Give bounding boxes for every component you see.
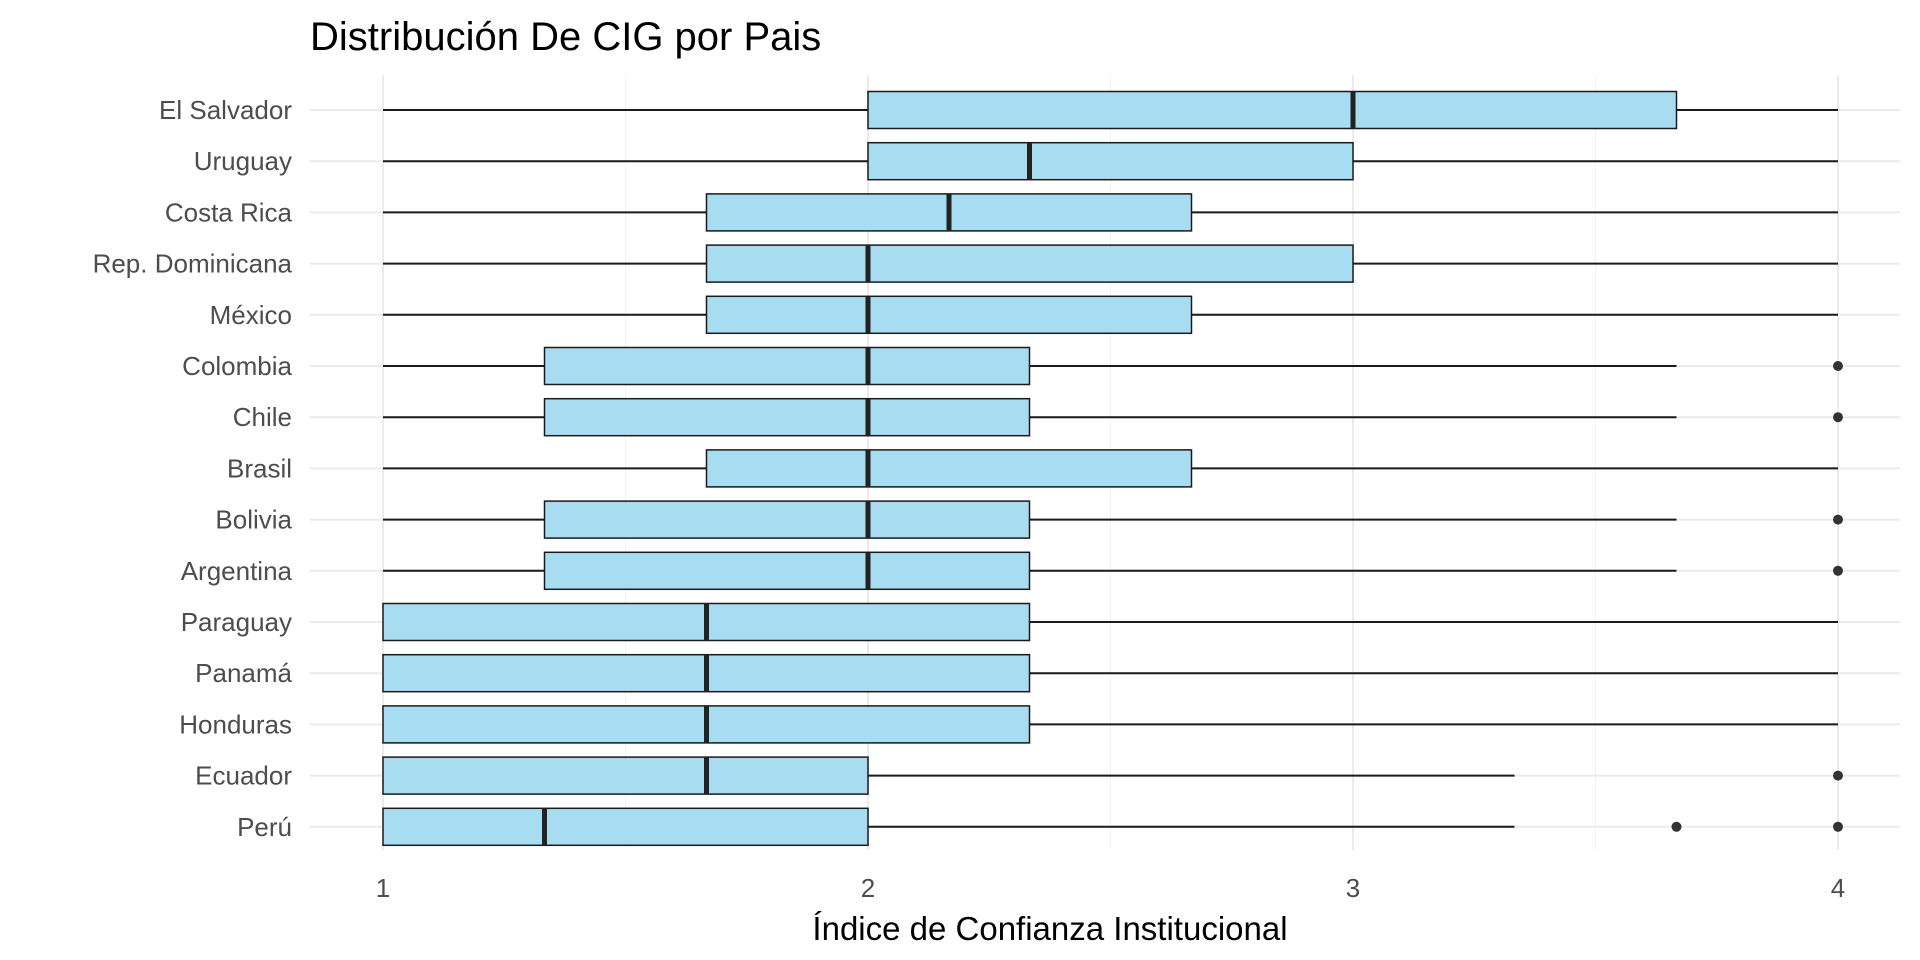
x-tick-label: 2	[861, 873, 875, 903]
y-tick-label: Chile	[233, 402, 292, 432]
x-tick-label: 3	[1346, 873, 1360, 903]
y-tick-label: Paraguay	[181, 607, 292, 637]
x-axis-labels: 1 2 3 4	[376, 873, 1845, 903]
y-tick-label: Rep. Dominicana	[93, 249, 293, 279]
box-chile	[383, 397, 1843, 437]
boxes	[382, 90, 1843, 847]
iqr-box	[867, 141, 1354, 181]
box-honduras	[382, 705, 1838, 744]
iqr-box	[543, 500, 1031, 539]
y-tick-label: Ecuador	[195, 761, 292, 791]
iqr-box	[705, 295, 1193, 335]
outlier-point	[1833, 514, 1843, 525]
outlier-point	[1833, 565, 1843, 576]
y-tick-label: Colombia	[182, 351, 292, 381]
y-tick-label: Brasil	[227, 453, 292, 483]
box-ecuador	[382, 756, 1843, 795]
box-brasil	[383, 449, 1838, 488]
outlier-point	[1833, 412, 1843, 423]
y-tick-label: El Salvador	[159, 95, 292, 125]
y-tick-label: México	[210, 300, 292, 330]
iqr-box	[543, 551, 1031, 591]
box-per-	[382, 807, 1843, 847]
box-costa-rica	[383, 193, 1838, 232]
x-tick-label: 4	[1831, 873, 1845, 903]
x-tick-label: 1	[376, 873, 390, 903]
iqr-box	[543, 397, 1031, 437]
y-tick-label: Bolivia	[215, 505, 292, 535]
y-tick-label: Uruguay	[194, 146, 292, 176]
iqr-box	[382, 756, 869, 795]
box-argentina	[383, 551, 1843, 591]
box-colombia	[383, 346, 1843, 386]
outlier-point	[1833, 361, 1843, 371]
box-rep-dominicana	[383, 244, 1838, 283]
box-panam-	[382, 653, 1838, 693]
y-tick-label: Costa Rica	[165, 197, 293, 227]
y-tick-label: Argentina	[181, 556, 293, 586]
outlier-point	[1671, 821, 1682, 832]
iqr-box	[705, 244, 1354, 283]
box-uruguay	[383, 141, 1838, 181]
y-tick-label: Panamá	[195, 658, 292, 688]
box-m-xico	[383, 295, 1838, 335]
box-el-salvador	[383, 90, 1838, 130]
box-paraguay	[382, 602, 1838, 642]
iqr-box	[382, 807, 869, 847]
chart-title: Distribución De CIG por Pais	[310, 15, 821, 59]
outlier-point	[1833, 821, 1843, 832]
y-tick-label: Perú	[237, 812, 292, 842]
y-tick-label: Honduras	[179, 709, 292, 739]
box-bolivia	[383, 500, 1843, 539]
outlier-point	[1833, 770, 1843, 781]
iqr-box	[705, 449, 1193, 488]
iqr-box	[543, 346, 1031, 386]
x-axis-title: Índice de Confianza Institucional	[812, 910, 1287, 947]
y-axis-labels: El Salvador Uruguay Costa Rica Rep. Dominic…	[93, 95, 293, 842]
iqr-box	[867, 90, 1678, 130]
